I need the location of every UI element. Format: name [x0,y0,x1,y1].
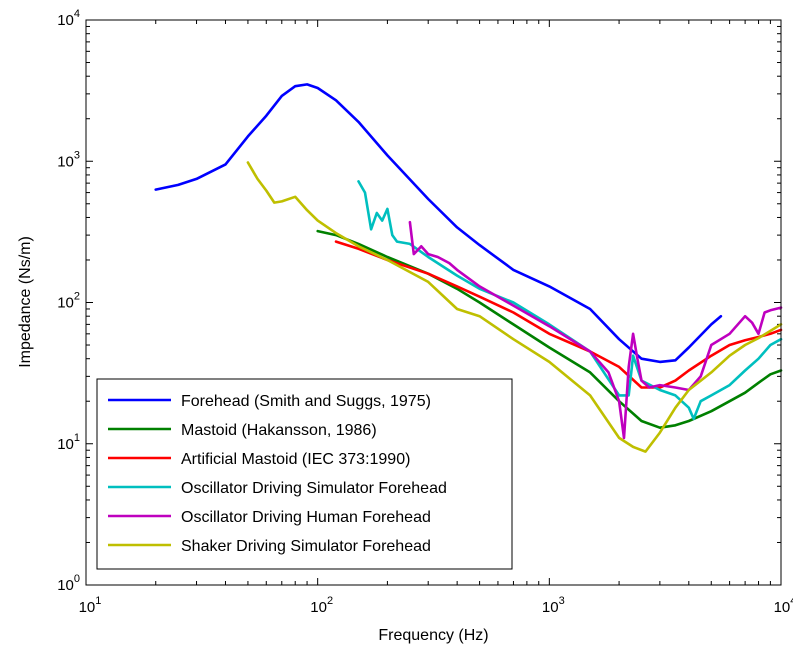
axis-ticks [86,20,781,585]
plot-frame [85,19,782,586]
legend-label-2: Mastoid (Hakansson, 1986) [181,422,377,439]
legend-label-1: Forehead (Smith and Suggs, 1975) [181,393,431,410]
y-tick-label: 101 [57,432,80,453]
x-axis-title: Frequency (Hz) [378,627,488,644]
series-line-1 [154,83,723,364]
x-tick-label: 103 [542,595,565,616]
legend-label-5: Oscillator Driving Human Forehead [181,509,431,526]
y-tick-label-exponent: 0 [74,573,80,585]
y-tick-label-base: 10 [57,12,74,29]
y-tick-label-exponent: 3 [74,149,80,161]
x-tick-label-base: 10 [310,599,327,616]
x-tick-label-base: 10 [542,599,559,616]
x-tick-label-base: 10 [79,599,96,616]
y-tick-label-base: 10 [57,295,74,312]
y-tick-label-base: 10 [57,436,74,453]
legend-box [96,378,513,570]
y-tick-label: 104 [57,8,80,29]
series-line-5 [408,220,783,440]
x-tick-label: 101 [79,595,102,616]
legend-label-6: Shaker Driving Simulator Forehead [181,538,431,555]
y-tick-label-base: 10 [57,153,74,170]
y-tick-label-exponent: 1 [74,432,80,444]
y-tick-label: 102 [57,291,80,312]
y-axis-title: Impedance (Ns/m) [17,236,34,368]
legend-label-4: Oscillator Driving Simulator Forehead [181,480,447,497]
y-tick-label: 100 [57,573,80,594]
x-tick-label: 104 [774,595,793,616]
series-lines [154,83,783,453]
x-tick-label-exponent: 2 [327,595,333,607]
legend-label-3: Artificial Mastoid (IEC 373:1990) [181,451,410,468]
y-tick-label: 103 [57,149,80,170]
legend: Forehead (Smith and Suggs, 1975) Mastoid … [96,378,513,570]
x-tick-label: 102 [310,595,333,616]
series-line-4 [357,180,783,421]
y-tick-label-exponent: 2 [74,291,80,303]
y-tick-label-exponent: 4 [74,8,80,20]
series-line-6 [246,161,783,453]
x-tick-label-exponent: 4 [790,595,793,607]
y-tick-label-base: 10 [57,577,74,594]
x-tick-label-exponent: 1 [95,595,101,607]
x-tick-label-exponent: 3 [559,595,565,607]
x-tick-label-base: 10 [774,599,791,616]
legend-items: Forehead (Smith and Suggs, 1975) Mastoid … [108,393,447,555]
